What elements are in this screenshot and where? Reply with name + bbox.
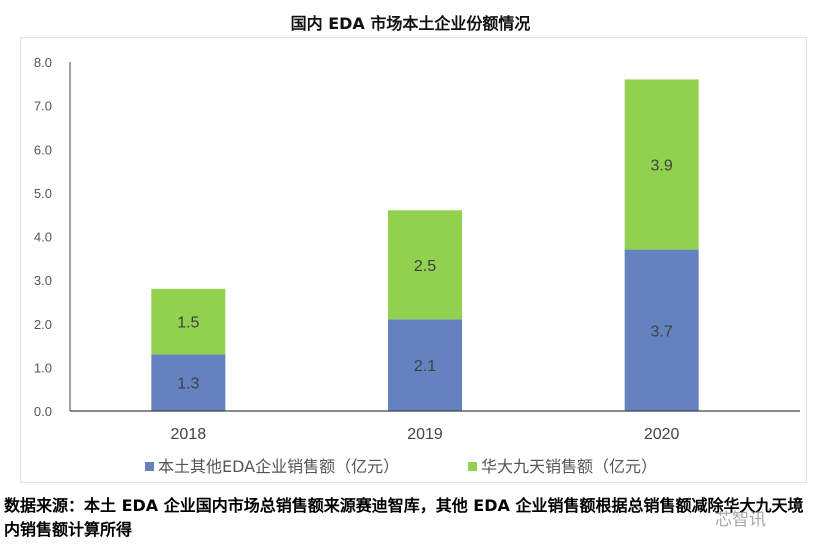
chart-frame xyxy=(20,37,807,483)
y-tick-label: 1.0 xyxy=(34,360,52,375)
bar-segment xyxy=(624,79,699,250)
x-tick-label: 2019 xyxy=(407,426,443,443)
chart-title: 国内 EDA 市场本土企业份额情况 xyxy=(290,14,531,33)
y-tick-label: 6.0 xyxy=(34,142,52,157)
legend-label: 华大九天销售额（亿元） xyxy=(481,457,657,476)
bar-segment xyxy=(624,249,699,411)
watermark-logo: 芯智讯 xyxy=(715,510,766,530)
data-label: 3.9 xyxy=(651,158,673,175)
y-tick-label: 4.0 xyxy=(34,230,52,245)
legend-swatch xyxy=(145,462,154,471)
y-tick-label: 0.0 xyxy=(34,404,52,419)
x-tick-label: 2018 xyxy=(171,426,207,443)
bar-segment xyxy=(388,319,462,411)
legend-swatch xyxy=(468,462,477,471)
y-tick-label: 7.0 xyxy=(34,99,52,114)
y-tick-label: 3.0 xyxy=(34,273,52,288)
data-label: 1.3 xyxy=(177,376,199,393)
y-tick-label: 5.0 xyxy=(34,186,52,201)
y-tick-label: 2.0 xyxy=(34,317,52,332)
bar-segment xyxy=(151,288,226,355)
legend-label: 本土其他EDA企业销售额（亿元） xyxy=(158,457,399,476)
data-label: 2.5 xyxy=(414,258,436,275)
x-tick-label: 2020 xyxy=(644,426,680,443)
source-note: 数据来源：本土 EDA 企业国内市场总销售额来源赛迪智库，其他 EDA 企业销售… xyxy=(4,496,804,539)
y-tick-label: 8.0 xyxy=(34,55,52,70)
bar-segment xyxy=(388,210,462,320)
data-label: 2.1 xyxy=(414,358,436,375)
data-label: 1.5 xyxy=(177,315,199,332)
data-label: 3.7 xyxy=(651,323,673,340)
bar-segment xyxy=(151,354,226,411)
